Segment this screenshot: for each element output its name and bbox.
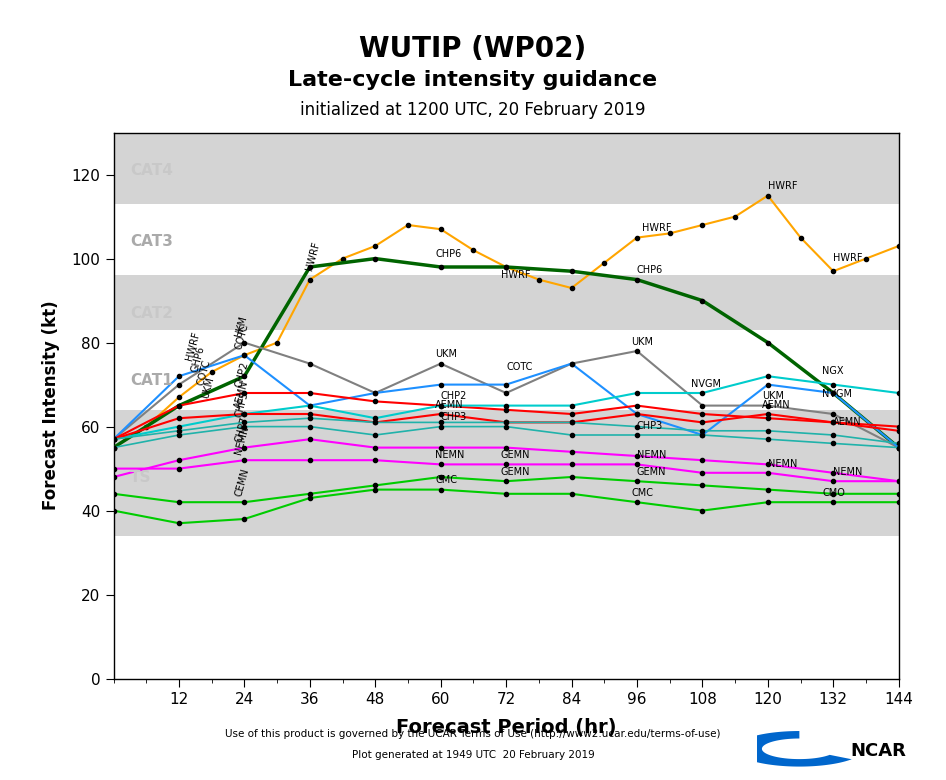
Text: UKM: UKM — [632, 337, 654, 347]
Text: NEMN: NEMN — [435, 450, 464, 460]
Text: HWRF: HWRF — [305, 240, 322, 271]
Bar — [114, 275, 899, 330]
Text: NVGM: NVGM — [692, 379, 722, 388]
Text: CEMN: CEMN — [234, 468, 251, 498]
Bar — [114, 204, 899, 275]
Text: HWRF: HWRF — [768, 182, 797, 191]
Bar — [114, 133, 899, 204]
Text: NEMN: NEMN — [234, 425, 251, 456]
Bar — [114, 330, 899, 410]
Text: CMC: CMC — [632, 488, 654, 498]
Text: Plot generated at 1949 UTC  20 February 2019: Plot generated at 1949 UTC 20 February 2… — [352, 750, 594, 760]
Text: Use of this product is governed by the UCAR Terms of Use (http://www2.ucar.edu/t: Use of this product is governed by the U… — [225, 729, 721, 739]
Bar — [114, 410, 899, 536]
Text: initialized at 1200 UTC, 20 February 2019: initialized at 1200 UTC, 20 February 201… — [300, 101, 646, 119]
Text: GEMN: GEMN — [500, 467, 530, 477]
Text: HWRF: HWRF — [642, 223, 672, 233]
Text: HWRF: HWRF — [184, 330, 201, 361]
Text: AEMN: AEMN — [435, 400, 464, 410]
Text: UKM: UKM — [435, 349, 457, 360]
Text: CHP2: CHP2 — [441, 392, 467, 402]
Text: WUTIP (WP02): WUTIP (WP02) — [359, 35, 587, 63]
Text: GHP6: GHP6 — [190, 346, 206, 374]
Y-axis label: Forecast Intensity (kt): Forecast Intensity (kt) — [43, 301, 61, 510]
Text: CAT1: CAT1 — [130, 373, 172, 388]
Bar — [114, 536, 899, 679]
Text: COTC: COTC — [195, 359, 212, 387]
Text: CHP5: CHP5 — [234, 390, 250, 418]
Text: AEMN: AEMN — [234, 380, 251, 410]
Text: COTC: COTC — [234, 323, 250, 351]
Text: AEMN: AEMN — [833, 417, 862, 427]
Text: CAT4: CAT4 — [130, 163, 173, 178]
Text: COTC: COTC — [506, 362, 533, 372]
Text: CAT3: CAT3 — [130, 234, 173, 250]
Text: CMC: CMC — [435, 475, 457, 485]
Text: NCAR: NCAR — [850, 742, 906, 760]
Text: NEMN: NEMN — [768, 459, 797, 469]
Text: AEMN: AEMN — [762, 400, 791, 410]
Text: UKM: UKM — [201, 375, 216, 399]
Text: CMO: CMO — [822, 488, 845, 498]
Text: GEMN: GEMN — [500, 450, 530, 460]
Text: CHP6: CHP6 — [435, 249, 462, 259]
Text: HWRF: HWRF — [833, 253, 863, 263]
Text: UKM: UKM — [234, 314, 249, 339]
Polygon shape — [735, 731, 851, 767]
Text: CAT2: CAT2 — [130, 306, 173, 321]
Text: CHP7: CHP7 — [234, 415, 250, 443]
Text: UKM: UKM — [762, 392, 784, 402]
Text: CHP3: CHP3 — [441, 413, 467, 423]
Text: NEMN: NEMN — [637, 450, 666, 460]
Text: NVGM: NVGM — [822, 388, 852, 399]
Text: CHP2: CHP2 — [234, 360, 250, 388]
Text: Late-cycle intensity guidance: Late-cycle intensity guidance — [289, 70, 657, 90]
Text: TS: TS — [130, 470, 151, 484]
X-axis label: Forecast Period (hr): Forecast Period (hr) — [395, 718, 617, 737]
Text: GEMN: GEMN — [637, 467, 667, 477]
Text: CHP3: CHP3 — [637, 420, 663, 431]
Text: CHP6: CHP6 — [637, 265, 663, 275]
Text: NEMN: NEMN — [833, 467, 863, 477]
Text: HWRF: HWRF — [500, 270, 530, 279]
Text: NGX: NGX — [822, 366, 844, 376]
